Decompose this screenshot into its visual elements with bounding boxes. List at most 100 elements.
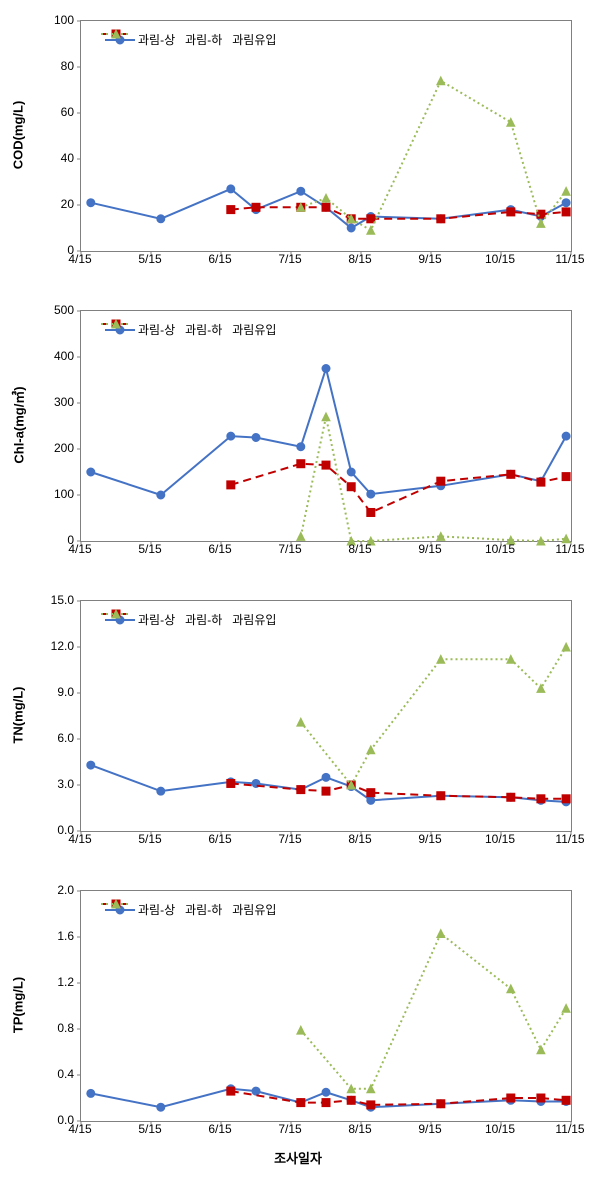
y-tick: 20 (61, 197, 74, 211)
x-tick: 5/15 (138, 252, 161, 266)
x-tick: 8/15 (348, 832, 371, 846)
y-tick: 100 (54, 487, 74, 501)
chart-1: 0100200300400500 Chl-a(mg/㎥) 과림-상 과림-하 과… (10, 300, 586, 580)
legend: 과림-상 과림-하 과림유입 (101, 319, 280, 340)
legend: 과림-상 과림-하 과림유입 (101, 29, 280, 50)
legend: 과림-상 과림-하 과림유입 (101, 899, 280, 920)
y-tick: 0.4 (57, 1067, 74, 1081)
x-tick: 10/15 (485, 832, 515, 846)
chart-svg (81, 311, 571, 541)
legend-item-2: 과림-하 (185, 611, 222, 628)
chart-3: 0.00.40.81.21.62.0 TP(mg/L) 과림-상 과림-하 과림… (10, 880, 586, 1180)
y-tick: 2.0 (57, 883, 74, 897)
x-tick: 9/15 (418, 542, 441, 556)
legend-item-2: 과림-하 (185, 901, 222, 918)
x-tick: 4/15 (68, 1122, 91, 1136)
x-tick: 11/15 (555, 1122, 584, 1136)
legend: 과림-상 과림-하 과림유입 (101, 609, 280, 630)
chart-svg (81, 21, 571, 251)
legend-label-3: 과림유입 (232, 31, 276, 48)
legend-label-3: 과림유입 (232, 901, 276, 918)
legend-label-1: 과림-상 (138, 31, 175, 48)
y-axis-label: Chl-a(mg/㎥) (9, 386, 28, 463)
legend-item-3: 과림유입 (232, 901, 276, 918)
y-axis-label: COD(mg/L) (11, 101, 26, 170)
chart-svg (81, 601, 571, 831)
x-tick: 6/15 (208, 1122, 231, 1136)
chart-2: 0.03.06.09.012.015.0 TN(mg/L) 과림-상 과림-하 … (10, 590, 586, 870)
y-axis: 0.00.40.81.21.62.0 TP(mg/L) (10, 890, 78, 1120)
legend-item-2: 과림-하 (185, 321, 222, 338)
x-tick: 11/15 (555, 252, 584, 266)
x-tick: 10/15 (485, 542, 515, 556)
x-tick: 5/15 (138, 832, 161, 846)
y-axis: 020406080100 COD(mg/L) (10, 20, 78, 250)
y-tick: 60 (61, 105, 74, 119)
x-tick: 8/15 (348, 1122, 371, 1136)
y-tick: 6.0 (57, 731, 74, 745)
legend-label-2: 과림-하 (185, 611, 222, 628)
x-axis: 4/155/156/157/158/159/1510/1511/15 (80, 832, 570, 852)
y-axis: 0.03.06.09.012.015.0 TN(mg/L) (10, 600, 78, 830)
y-tick: 9.0 (57, 685, 74, 699)
x-tick: 7/15 (278, 252, 301, 266)
plot-area: 과림-상 과림-하 과림유입 (80, 890, 572, 1122)
y-tick: 400 (54, 349, 74, 363)
x-tick: 7/15 (278, 542, 301, 556)
x-tick: 7/15 (278, 832, 301, 846)
x-axis: 4/155/156/157/158/159/1510/1511/15 (80, 542, 570, 562)
y-tick: 300 (54, 395, 74, 409)
y-axis-label: TN(mg/L) (11, 686, 26, 743)
x-tick: 5/15 (138, 1122, 161, 1136)
x-tick: 11/15 (555, 832, 584, 846)
x-tick: 7/15 (278, 1122, 301, 1136)
x-tick: 4/15 (68, 252, 91, 266)
x-tick: 9/15 (418, 252, 441, 266)
legend-item-3: 과림유입 (232, 611, 276, 628)
x-axis-label: 조사일자 (274, 1148, 322, 1167)
legend-label-3: 과림유입 (232, 611, 276, 628)
chart-0: 020406080100 COD(mg/L) 과림-상 과림-하 과림유입 (10, 10, 586, 290)
legend-label-1: 과림-상 (138, 901, 175, 918)
legend-label-2: 과림-하 (185, 901, 222, 918)
y-tick: 100 (54, 13, 74, 27)
x-axis: 4/155/156/157/158/159/1510/1511/15 (80, 252, 570, 272)
legend-label-3: 과림유입 (232, 321, 276, 338)
y-tick: 0.8 (57, 1021, 74, 1035)
legend-item-2: 과림-하 (185, 31, 222, 48)
y-axis: 0100200300400500 Chl-a(mg/㎥) (10, 310, 78, 540)
x-tick: 4/15 (68, 542, 91, 556)
legend-label-2: 과림-하 (185, 321, 222, 338)
y-tick: 15.0 (51, 593, 74, 607)
x-tick: 9/15 (418, 832, 441, 846)
y-tick: 3.0 (57, 777, 74, 791)
legend-item-3: 과림유입 (232, 31, 276, 48)
y-tick: 500 (54, 303, 74, 317)
legend-item-3: 과림유입 (232, 321, 276, 338)
charts-container: 020406080100 COD(mg/L) 과림-상 과림-하 과림유입 (10, 10, 586, 1180)
legend-label-2: 과림-하 (185, 31, 222, 48)
x-tick: 6/15 (208, 542, 231, 556)
legend-label-1: 과림-상 (138, 611, 175, 628)
x-tick: 4/15 (68, 832, 91, 846)
y-tick: 1.2 (57, 975, 74, 989)
x-tick: 8/15 (348, 542, 371, 556)
y-tick: 40 (61, 151, 74, 165)
x-tick: 6/15 (208, 252, 231, 266)
plot-area: 과림-상 과림-하 과림유입 (80, 310, 572, 542)
plot-area: 과림-상 과림-하 과림유입 (80, 600, 572, 832)
y-tick: 200 (54, 441, 74, 455)
x-tick: 11/15 (555, 542, 584, 556)
x-tick: 10/15 (485, 1122, 515, 1136)
x-axis: 4/155/156/157/158/159/1510/1511/15 (80, 1122, 570, 1142)
x-tick: 9/15 (418, 1122, 441, 1136)
x-tick: 8/15 (348, 252, 371, 266)
y-axis-label: TP(mg/L) (11, 977, 26, 1033)
legend-label-1: 과림-상 (138, 321, 175, 338)
y-tick: 1.6 (57, 929, 74, 943)
y-tick: 12.0 (51, 639, 74, 653)
y-tick: 80 (61, 59, 74, 73)
x-tick: 5/15 (138, 542, 161, 556)
plot-area: 과림-상 과림-하 과림유입 (80, 20, 572, 252)
x-tick: 6/15 (208, 832, 231, 846)
